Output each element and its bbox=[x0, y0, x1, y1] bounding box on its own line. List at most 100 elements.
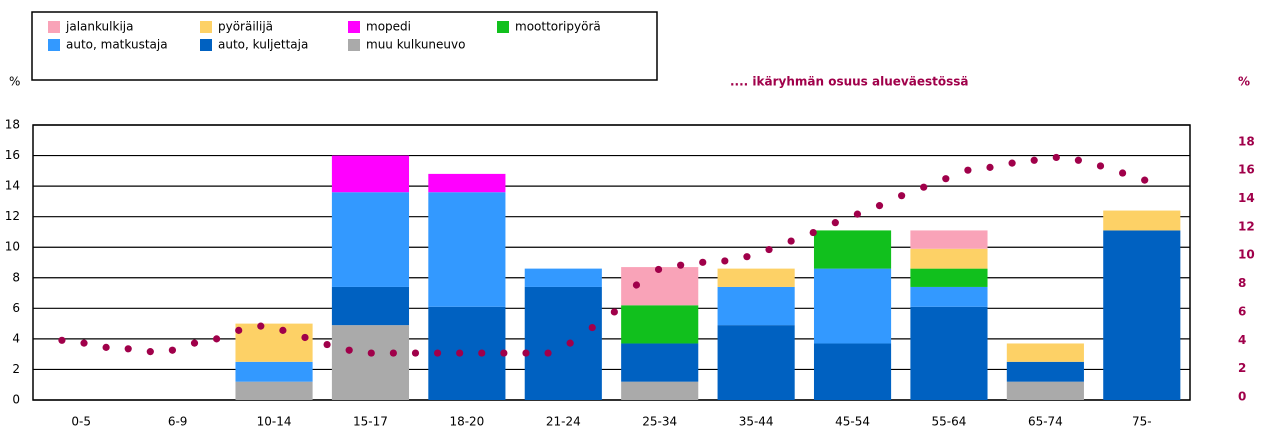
share-dot bbox=[1096, 162, 1105, 170]
share-dot bbox=[367, 349, 375, 357]
share-dot bbox=[456, 349, 464, 357]
legend-label: auto, kuljettaja bbox=[218, 38, 308, 52]
bar-segment bbox=[235, 361, 313, 382]
x-tick-label: 21-24 bbox=[546, 415, 581, 429]
legend-label: mopedi bbox=[366, 20, 411, 34]
share-dot bbox=[1008, 159, 1016, 167]
share-dot bbox=[102, 343, 110, 351]
legend-swatch bbox=[348, 39, 360, 51]
bar-segment bbox=[235, 323, 313, 362]
share-dot bbox=[544, 349, 552, 357]
y2-axis-label: % bbox=[1238, 75, 1250, 89]
x-tick-label: 35-44 bbox=[739, 415, 774, 429]
share-dot bbox=[235, 326, 243, 334]
y2-title: .... ikäryhmän osuus alueväestössä bbox=[730, 75, 968, 89]
y2-tick-label: 4 bbox=[1238, 333, 1246, 347]
share-dot bbox=[279, 326, 287, 334]
share-dot bbox=[500, 349, 508, 357]
share-dot bbox=[146, 348, 154, 356]
legend-swatch bbox=[348, 21, 360, 33]
share-dot bbox=[389, 349, 397, 357]
y-tick-label: 16 bbox=[5, 148, 20, 162]
bar-segment bbox=[1006, 361, 1084, 382]
share-dot bbox=[1074, 156, 1082, 164]
y-tick-label: 2 bbox=[12, 362, 20, 376]
x-tick-label: 45-54 bbox=[835, 415, 870, 429]
y2-tick-label: 12 bbox=[1238, 219, 1255, 233]
share-dot bbox=[875, 202, 884, 210]
share-dot bbox=[566, 339, 574, 347]
y-axis-label: % bbox=[9, 75, 20, 89]
share-dot bbox=[765, 245, 773, 254]
share-dot bbox=[654, 265, 663, 274]
y2-tick-label: 16 bbox=[1238, 163, 1255, 177]
share-dot bbox=[809, 228, 817, 237]
share-dot bbox=[301, 333, 309, 342]
share-dot bbox=[433, 349, 442, 357]
bar-segment bbox=[1006, 381, 1084, 400]
bar-segment bbox=[524, 268, 602, 287]
share-dot bbox=[831, 219, 839, 227]
y-tick-label: 4 bbox=[12, 331, 20, 345]
share-dot bbox=[1052, 153, 1060, 162]
x-tick-label: 65-74 bbox=[1028, 415, 1063, 429]
legend-label: pyöräilijä bbox=[218, 20, 273, 34]
y2-tick-label: 8 bbox=[1238, 276, 1246, 290]
bar-segment bbox=[524, 286, 602, 400]
share-dot bbox=[898, 192, 906, 200]
bar-segment bbox=[910, 230, 988, 249]
share-dot bbox=[677, 261, 685, 269]
y-tick-label: 0 bbox=[12, 393, 20, 407]
y-tick-label: 18 bbox=[5, 118, 20, 132]
bar-segment bbox=[621, 381, 699, 400]
share-dot bbox=[124, 345, 132, 353]
bar-segment bbox=[717, 286, 795, 326]
y2-tick-label: 0 bbox=[1238, 390, 1246, 404]
x-tick-label: 10-14 bbox=[257, 415, 292, 429]
share-dot bbox=[1118, 169, 1127, 177]
bar-segment bbox=[331, 192, 410, 287]
bar-segment bbox=[1103, 210, 1181, 231]
y2-tick-label: 2 bbox=[1238, 361, 1246, 375]
share-dot bbox=[787, 237, 795, 245]
y-tick-label: 12 bbox=[5, 209, 20, 223]
y-tick-label: 6 bbox=[12, 301, 20, 315]
x-tick-label: 25-34 bbox=[642, 415, 677, 429]
bar-segment bbox=[235, 381, 313, 400]
bar-segment bbox=[813, 230, 892, 269]
x-tick-label: 0-5 bbox=[71, 415, 91, 429]
bar-segment bbox=[428, 192, 506, 307]
share-dot bbox=[345, 346, 353, 354]
legend-label: muu kulkuneuvo bbox=[366, 38, 465, 52]
share-dot bbox=[80, 339, 88, 347]
x-tick-label: 6-9 bbox=[168, 415, 188, 429]
bar-segment bbox=[331, 286, 410, 326]
share-dot bbox=[190, 339, 199, 347]
share-dot bbox=[522, 349, 530, 357]
bar-segment bbox=[1006, 343, 1084, 362]
share-dot bbox=[323, 340, 331, 349]
share-dot bbox=[411, 349, 420, 357]
y2-tick-label: 14 bbox=[1238, 191, 1255, 205]
share-dot bbox=[1030, 156, 1038, 164]
x-tick-label: 55-64 bbox=[932, 415, 967, 429]
bar-segment bbox=[910, 248, 988, 269]
legend-swatch bbox=[200, 39, 212, 51]
bar-segment bbox=[621, 343, 699, 382]
y-tick-label: 14 bbox=[5, 179, 20, 193]
share-dot bbox=[986, 163, 994, 171]
share-dot bbox=[743, 253, 751, 261]
share-dot bbox=[721, 257, 729, 265]
bar-segment bbox=[621, 305, 699, 344]
share-dot bbox=[920, 183, 928, 191]
bar-segment bbox=[717, 268, 795, 287]
x-tick-label: 15-17 bbox=[353, 415, 388, 429]
legend-swatch bbox=[48, 39, 60, 51]
share-dot bbox=[588, 323, 596, 332]
share-dot bbox=[1141, 176, 1149, 184]
share-dot bbox=[853, 210, 862, 218]
share-dot bbox=[964, 166, 972, 174]
bar-segment bbox=[331, 155, 410, 193]
legend-swatch bbox=[200, 21, 212, 33]
share-dot bbox=[610, 308, 618, 316]
